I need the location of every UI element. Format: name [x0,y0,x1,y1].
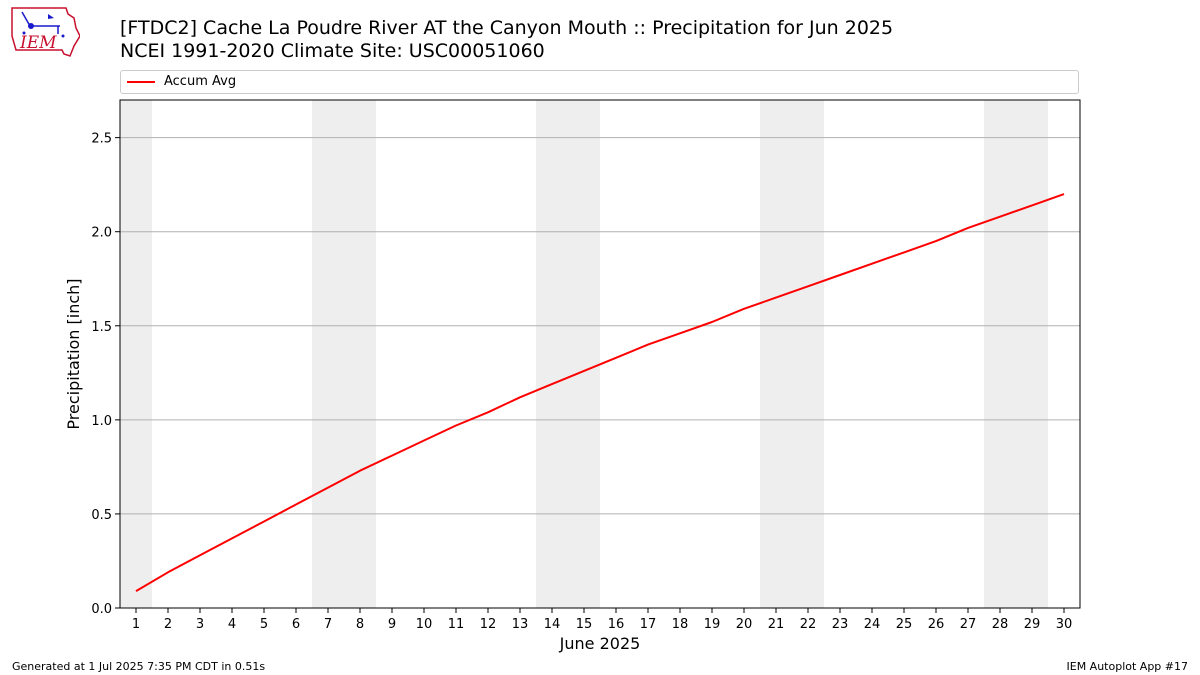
x-tick-label: 22 [800,617,817,632]
x-axis-label: June 2025 [559,634,641,653]
x-tick-label: 1 [132,617,140,632]
weekend-bands [120,100,1048,608]
weekend-band-4 [760,100,824,608]
x-tick-label: 4 [228,617,236,632]
x-tick-label: 3 [196,617,204,632]
series-line-accum-avg [135,193,1065,592]
y-tick-label: 0.5 [91,508,112,523]
x-tick-label: 23 [832,617,849,632]
x-tick-label: 21 [768,617,785,632]
y-tick-label: 2.5 [91,132,112,147]
iem-logo: IEM [8,6,81,62]
x-tick-label: 18 [672,617,689,632]
legend-swatch-accum-avg [127,81,155,83]
x-tick-label: 10 [416,617,433,632]
chart-title: [FTDC2] Cache La Poudre River AT the Can… [120,17,894,39]
y-tick-label: 2.0 [91,226,112,241]
series-layer [135,193,1065,592]
weekend-band-3 [536,100,600,608]
x-tick-label: 12 [480,617,497,632]
legend-label-accum-avg: Accum Avg [164,74,237,89]
x-tick-label: 15 [576,617,593,632]
x-tick-label: 16 [608,617,625,632]
x-tick-label: 13 [512,617,529,632]
y-tick-label: 1.5 [91,320,112,335]
footer-generated: Generated at 1 Jul 2025 7:35 PM CDT in 0… [12,660,266,673]
x-tick-label: 29 [1024,617,1041,632]
y-axis-ticks: 0.0 0.5 1.0 1.5 2.0 2.5 [91,132,120,617]
weekend-band-5 [984,100,1048,608]
x-tick-label: 24 [864,617,881,632]
y-tick-label: 1.0 [91,414,112,429]
legend: Accum Avg [120,70,1079,94]
x-tick-label: 20 [736,617,753,632]
weekend-band-2 [312,100,376,608]
chart-subtitle: NCEI 1991-2020 Climate Site: USC00051060 [120,40,545,62]
x-tick-label: 8 [356,617,364,632]
x-tick-label: 5 [260,617,268,632]
x-tick-label: 28 [992,617,1009,632]
x-tick-label: 9 [388,617,396,632]
x-tick-label: 6 [292,617,300,632]
x-tick-label: 7 [324,617,332,632]
x-tick-label: 26 [928,617,945,632]
x-tick-label: 25 [896,617,913,632]
weekend-band-1 [120,100,152,608]
x-tick-label: 19 [704,617,721,632]
grid-lines [120,137,1080,515]
y-axis-label: Precipitation [inch] [64,278,83,429]
x-axis-ticks: 1 2 3 4 5 6 7 8 9 10 11 12 13 14 15 16 17 18 19 20 21 22 23 24 2… [132,608,1072,632]
plot-frame [119,99,1081,609]
x-tick-label: 2 [164,617,172,632]
x-tick-label: 11 [448,617,465,632]
logo-text: IEM [19,33,57,53]
y-tick-label: 0.0 [91,602,112,617]
footer-app: IEM Autoplot App #17 [1066,660,1189,673]
x-tick-label: 17 [640,617,657,632]
x-tick-label: 30 [1056,617,1073,632]
x-tick-label: 27 [960,617,977,632]
x-tick-label: 14 [544,617,561,632]
